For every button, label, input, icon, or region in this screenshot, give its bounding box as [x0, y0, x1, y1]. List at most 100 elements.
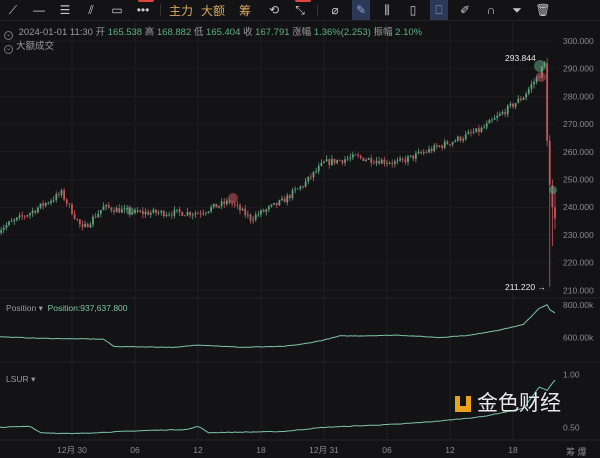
- candle-body: [55, 194, 58, 201]
- indicator-tick-label: 1.00: [563, 370, 580, 380]
- candle-body: [454, 140, 457, 142]
- time-tick-label: 18: [256, 445, 266, 455]
- candle-body: [168, 214, 171, 216]
- measure-line-button[interactable]: ⤡NEW: [287, 0, 313, 20]
- note-button[interactable]: ✐: [452, 0, 478, 20]
- candle-body: [29, 213, 31, 216]
- price-tick-label: 260.000: [563, 147, 594, 157]
- candle-body: [488, 120, 491, 124]
- candle-body: [462, 138, 465, 141]
- toolbar-text-button[interactable]: 主力: [168, 3, 193, 18]
- candle-body: [78, 219, 81, 225]
- time-tick-label: 06: [130, 445, 140, 455]
- candle-body: [456, 136, 459, 141]
- overlay-indicator[interactable]: ⌄ 大额成交: [4, 38, 54, 54]
- candle-body: [118, 208, 121, 213]
- ruler-button[interactable]: ⌀: [322, 0, 348, 20]
- candle-body: [483, 127, 486, 129]
- indicator-tick-label: 0.50: [563, 422, 580, 432]
- trash-button[interactable]: 🗑: [530, 0, 556, 20]
- candle-body: [451, 141, 454, 145]
- candle-body: [236, 204, 239, 206]
- candle-body: [63, 190, 66, 200]
- candle-body: [189, 212, 192, 216]
- large-trade-marker: [536, 72, 546, 82]
- horizontal-line-button[interactable]: —: [26, 0, 52, 20]
- large-trade-marker: [534, 60, 546, 72]
- more-button[interactable]: •••NEW: [130, 0, 156, 20]
- dropdown-icon[interactable]: ▾: [38, 303, 43, 313]
- candle-body: [477, 128, 480, 133]
- candle-body: [504, 112, 507, 115]
- candle-body: [186, 212, 189, 216]
- candles-button[interactable]: ⫼: [374, 0, 400, 20]
- candle-body: [218, 205, 220, 208]
- candle-body: [191, 214, 194, 216]
- footer-right: 筹 爆: [566, 447, 587, 457]
- candle-body: [265, 209, 268, 212]
- candle-body: [73, 214, 76, 219]
- pen-button[interactable]: ✎: [352, 0, 370, 20]
- divider: [160, 4, 161, 16]
- candle-body: [157, 212, 160, 214]
- trend-line-button[interactable]: ⟋: [0, 0, 26, 20]
- candle-body: [336, 160, 339, 164]
- candle-body: [0, 229, 3, 233]
- pen-icon: ✎: [355, 3, 367, 17]
- toolbar-text-button[interactable]: 大额: [200, 3, 225, 18]
- low-label: 低: [193, 27, 204, 38]
- low-annotation: 211.220 →: [505, 282, 546, 292]
- candle-body: [15, 217, 18, 220]
- candle-body: [372, 162, 375, 164]
- candle-body: [115, 208, 118, 213]
- bookmark-button[interactable]: ⎕: [430, 0, 448, 20]
- candle-body: [60, 190, 63, 195]
- candle-body: [291, 190, 294, 199]
- candle-body: [136, 210, 139, 212]
- magnet-button[interactable]: ∩: [478, 0, 504, 20]
- overlay-label: 大额成交: [16, 41, 55, 52]
- dropdown-icon[interactable]: ▾: [31, 374, 36, 384]
- lsur-pane-header[interactable]: LSUR ▾: [6, 374, 35, 385]
- filter-button[interactable]: ⏷: [504, 0, 530, 20]
- parallel-channel-button[interactable]: ⫽: [78, 0, 104, 20]
- candle-body: [430, 149, 433, 152]
- candle-body: [233, 203, 236, 205]
- candle-body: [517, 98, 520, 104]
- candle-body: [509, 103, 512, 106]
- refresh-button[interactable]: ⟲: [261, 0, 287, 20]
- new-badge: NEW: [295, 0, 311, 2]
- candle-body: [441, 145, 444, 148]
- open-label: 开: [95, 27, 106, 38]
- parallel-lines-button[interactable]: ☰: [52, 0, 78, 20]
- candle-body: [257, 214, 260, 216]
- candle-body: [548, 140, 551, 186]
- candle-body: [262, 210, 265, 212]
- candle-body: [89, 224, 92, 228]
- candle-body: [383, 159, 386, 164]
- candle-body: [472, 132, 475, 134]
- position-pane-header[interactable]: Position ▾ Position:937,637.800: [6, 303, 128, 314]
- candle-body: [512, 103, 514, 107]
- candle-body: [501, 112, 504, 114]
- toolbar-text-button[interactable]: 筹: [238, 3, 251, 18]
- clipboard-button[interactable]: ▯: [400, 0, 426, 20]
- candle-body: [346, 158, 349, 160]
- candle-body: [239, 205, 241, 211]
- candle-body: [113, 210, 115, 213]
- candle-body: [299, 186, 302, 189]
- large-trade-marker: [126, 207, 134, 215]
- collapse-icon[interactable]: ⌄: [4, 31, 13, 40]
- candle-body: [278, 200, 281, 206]
- collapse-icon[interactable]: ⌄: [4, 45, 13, 54]
- candle-body: [244, 208, 247, 216]
- candle-body: [160, 210, 163, 213]
- candle-body: [433, 145, 436, 152]
- new-badge: NEW: [138, 0, 154, 2]
- price-tick-label: 280.000: [563, 91, 594, 101]
- rectangle-button[interactable]: ▭: [104, 0, 130, 20]
- candle-body: [294, 189, 297, 191]
- candle-body: [267, 206, 270, 210]
